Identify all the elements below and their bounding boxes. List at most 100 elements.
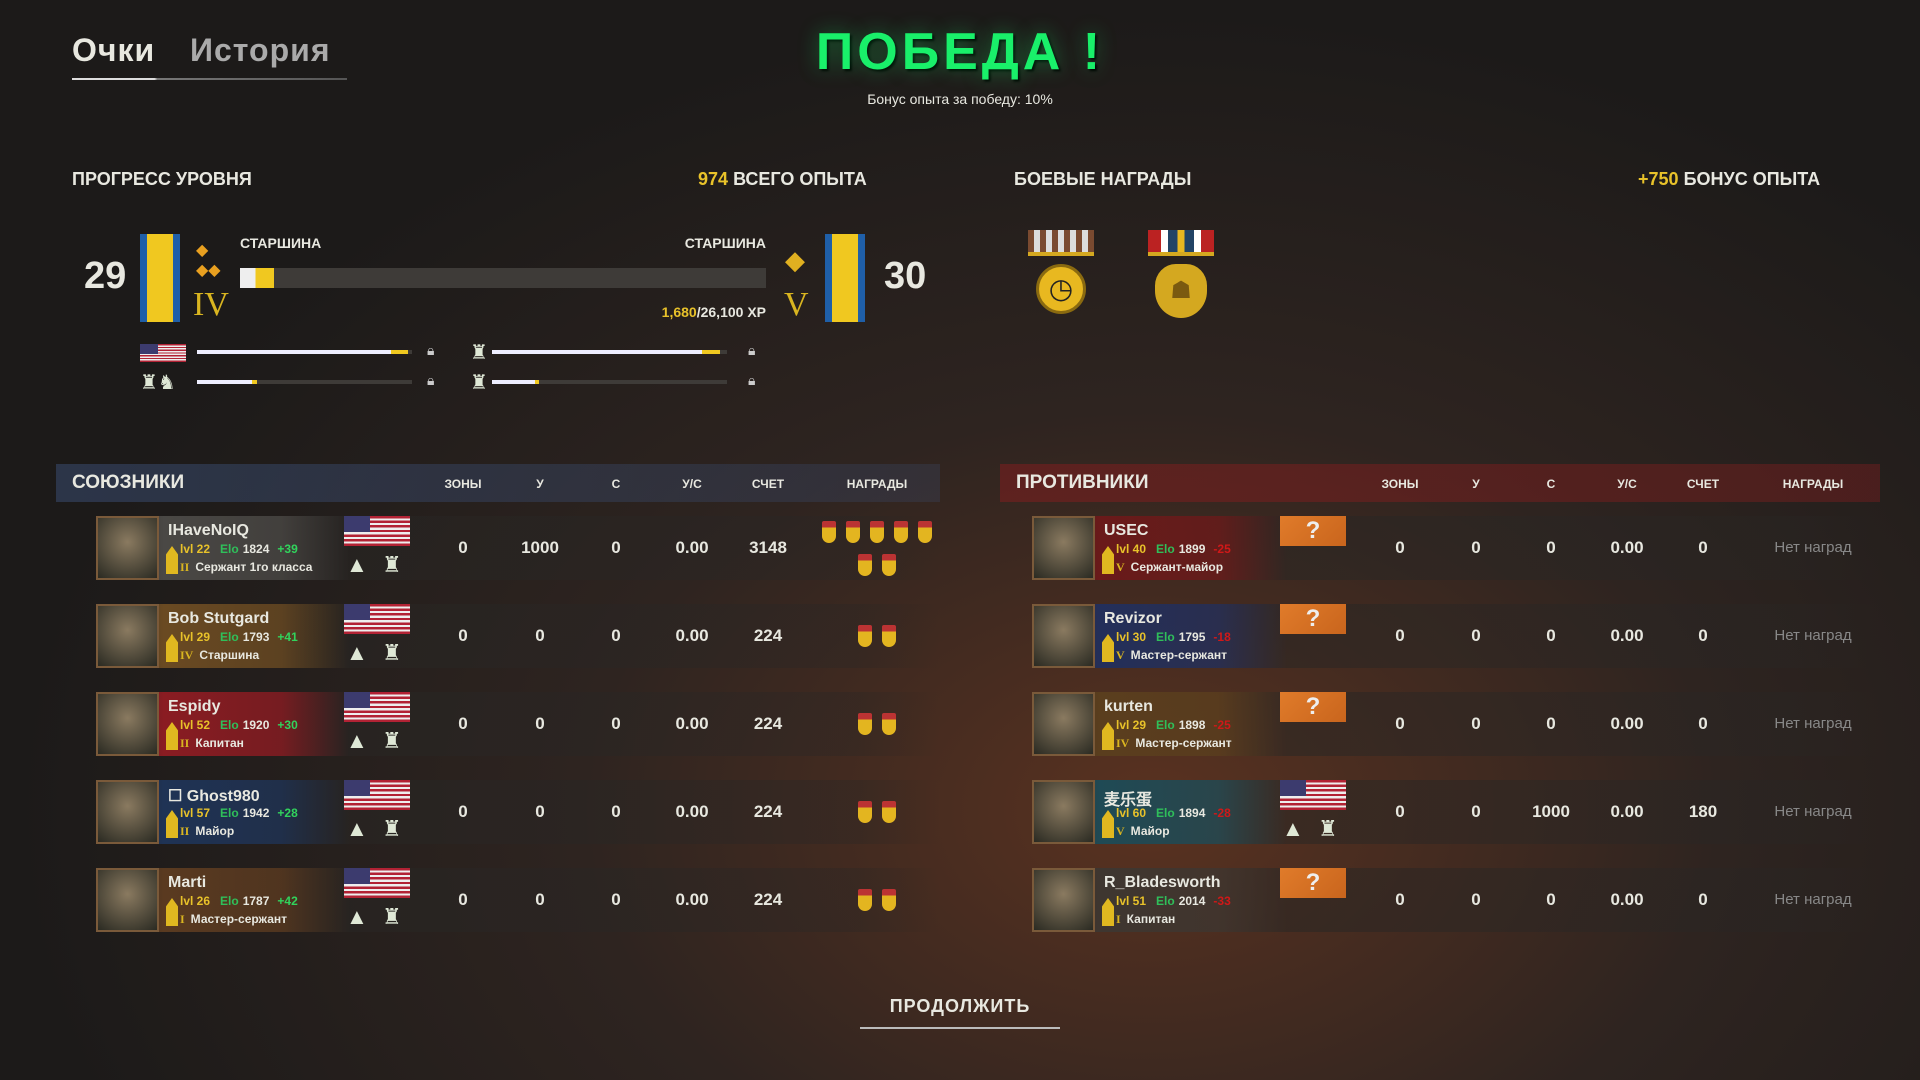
- lock-icon: 🔒︎: [748, 372, 756, 388]
- stat-kills: 0: [535, 714, 545, 733]
- bulldog-medal-icon: ☗: [1148, 230, 1214, 326]
- rank-insignia-icon: [1102, 810, 1114, 838]
- elo-label: Elo: [220, 806, 239, 820]
- stat-kd: 0.00: [675, 890, 709, 909]
- player-avatar[interactable]: [1032, 868, 1095, 932]
- player-name[interactable]: Espidy: [168, 698, 221, 715]
- column-header: С: [611, 477, 621, 491]
- stat-score: 224: [753, 714, 783, 733]
- rank-insignia-icon: [140, 234, 180, 322]
- unit-badge-icon: ▲: [1282, 816, 1304, 841]
- tab-score[interactable]: Очки: [72, 32, 156, 68]
- sub-progress-fill: [197, 380, 258, 384]
- infantry-badge-icon: ♜: [470, 342, 488, 364]
- current-tier: IV: [193, 286, 229, 323]
- lock-icon: 🔒︎: [427, 342, 435, 358]
- player-stats-line: lvl 40 Elo 1899 -25: [1116, 542, 1231, 556]
- player-name[interactable]: Marti: [168, 874, 207, 891]
- continue-button[interactable]: ПРОДОЛЖИТЬ: [860, 996, 1060, 1029]
- stat-deaths: 0: [1546, 890, 1556, 909]
- elo-delta: -28: [1213, 806, 1231, 820]
- stat-kd: 0.00: [675, 714, 709, 733]
- player-rank: IV Старшина: [180, 648, 259, 663]
- player-avatar[interactable]: [1032, 516, 1095, 580]
- rank-tier: II: [180, 560, 190, 574]
- current-rank: СТАРШИНА: [240, 235, 322, 251]
- enemy-row: R_Bladesworth lvl 51 Elo 2014 -33 I Капитан? 0 0…: [1032, 868, 1880, 932]
- player-name[interactable]: Revizor: [1104, 610, 1162, 627]
- rank-insignia-icon: [166, 546, 178, 574]
- player-name[interactable]: R_Bladesworth: [1104, 874, 1221, 891]
- total-xp-value: 974: [698, 169, 729, 189]
- player-avatar[interactable]: [96, 604, 159, 668]
- total-xp-label: ВСЕГО ОПЫТА: [733, 169, 867, 189]
- player-avatar[interactable]: [96, 868, 159, 932]
- elo-delta: -33: [1213, 894, 1231, 908]
- player-stats-line: lvl 29 Elo 1793 +41: [180, 630, 298, 644]
- enemy-row: USEC lvl 40 Elo 1899 -25 V Сержант-майор? 0 0 0 0.…: [1032, 516, 1880, 580]
- sub-progress-fill: [492, 350, 720, 354]
- unknown-faction-icon: ?: [1280, 516, 1346, 546]
- rank-tier: V: [1116, 560, 1125, 574]
- allies-header: СОЮЗНИКИ ЗОНЫ У С У/С СЧЕТ НАГРАДЫ: [56, 464, 940, 502]
- enemy-row: kurten lvl 29 Elo 1898 -25 IV Мастер-сержант? 0…: [1032, 692, 1880, 756]
- unknown-faction-icon: ?: [1280, 868, 1346, 898]
- stat-kills: 1000: [521, 538, 559, 557]
- stat-score: 0: [1698, 538, 1708, 557]
- ally-row: Bob Stutgard lvl 29 Elo 1793 +41 IV Старшина ▲ ♜…: [96, 604, 940, 668]
- rank-insignia-icon: [1102, 898, 1114, 926]
- stat-score: 180: [1688, 802, 1718, 821]
- enemies-title: ПРОТИВНИКИ: [1016, 472, 1149, 493]
- elo-label: Elo: [1156, 894, 1175, 908]
- stat-kills: 0: [1471, 714, 1481, 733]
- player-stats-line: lvl 57 Elo 1942 +28: [180, 806, 298, 820]
- elo-label: Elo: [1156, 542, 1175, 556]
- stat-zones: 0: [458, 890, 468, 909]
- stat-zones: 0: [1395, 538, 1405, 557]
- player-stats-line: lvl 29 Elo 1898 -25: [1116, 718, 1231, 732]
- player-name[interactable]: kurten: [1104, 698, 1153, 715]
- stat-score: 0: [1698, 890, 1708, 909]
- player-name[interactable]: ☐ Ghost980: [168, 788, 260, 805]
- sub-progress-fill: [492, 380, 539, 384]
- rank-name: Майор: [195, 824, 235, 838]
- column-header: НАГРАДЫ: [1782, 477, 1844, 491]
- elo-value: 2014: [1178, 894, 1206, 908]
- player-name[interactable]: 麦乐蛋: [1104, 792, 1153, 809]
- elo-value: 1787: [242, 894, 270, 908]
- stat-zones: 0: [1395, 802, 1405, 821]
- player-name[interactable]: USEC: [1104, 522, 1149, 539]
- unit-badge-icon: ♜: [1318, 816, 1338, 841]
- column-header: У: [1472, 477, 1480, 491]
- player-name[interactable]: IHaveNoIQ: [168, 522, 249, 539]
- rank-name: Мастер-сержант: [190, 912, 288, 926]
- player-avatar[interactable]: [1032, 604, 1095, 668]
- player-avatar[interactable]: [1032, 692, 1095, 756]
- player-rank: V Майор: [1116, 824, 1170, 839]
- rank-name: Сержант-майор: [1130, 560, 1224, 574]
- tab-history[interactable]: История: [190, 32, 331, 68]
- lock-icon: 🔒︎: [748, 342, 756, 358]
- player-avatar[interactable]: [1032, 780, 1095, 844]
- sub-progress-bar: [197, 380, 412, 384]
- unit-badge-icon: ♜: [382, 904, 402, 929]
- elo-delta: +28: [277, 806, 298, 820]
- player-level: lvl 57: [180, 806, 211, 820]
- unit-badge-icon: ▲: [346, 728, 368, 753]
- medal-icon: [870, 521, 884, 543]
- unit-badge-icon: ▲: [346, 904, 368, 929]
- ally-row: Marti lvl 26 Elo 1787 +42 I Мастер-сержант ▲ ♜ 0 0…: [96, 868, 940, 932]
- infantry-cavalry-badge-icon: ♜♞: [140, 372, 176, 394]
- stat-score: 224: [753, 802, 783, 821]
- medal-icon: [858, 713, 872, 735]
- player-avatar[interactable]: [96, 692, 159, 756]
- player-level: lvl 30: [1116, 630, 1147, 644]
- player-name[interactable]: Bob Stutgard: [168, 610, 270, 627]
- us-flag-icon: [344, 692, 410, 722]
- player-avatar[interactable]: [96, 780, 159, 844]
- player-level: lvl 22: [180, 542, 211, 556]
- player-avatar[interactable]: [96, 516, 159, 580]
- elo-delta: +41: [277, 630, 298, 644]
- awards-list: [812, 800, 942, 833]
- player-level: lvl 40: [1116, 542, 1147, 556]
